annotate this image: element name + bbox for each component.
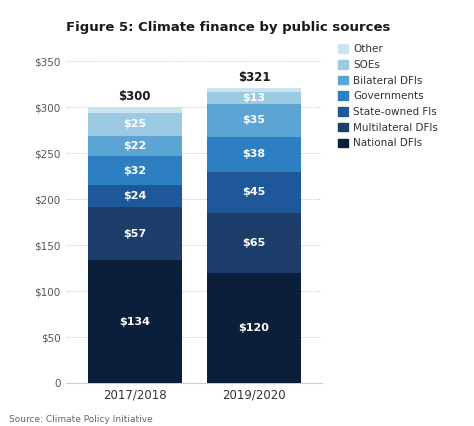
Bar: [207, 137, 301, 172]
Text: $25: $25: [123, 119, 146, 129]
Bar: [207, 104, 301, 137]
Bar: [207, 88, 301, 92]
Text: $32: $32: [123, 166, 146, 176]
Bar: [88, 135, 182, 156]
Bar: [88, 207, 182, 260]
Bar: [88, 185, 182, 207]
Text: $65: $65: [242, 238, 266, 248]
Bar: [88, 260, 182, 383]
Bar: [88, 112, 182, 135]
Text: $24: $24: [123, 191, 146, 201]
Text: $57: $57: [123, 229, 146, 239]
Legend: Other, SOEs, Bilateral DFIs, Governments, State-owned FIs, Multilateral DFIs, Na: Other, SOEs, Bilateral DFIs, Governments…: [335, 41, 441, 152]
Bar: [207, 273, 301, 383]
Text: Figure 5: Climate finance by public sources: Figure 5: Climate finance by public sour…: [66, 21, 391, 35]
Text: $300: $300: [118, 90, 151, 104]
Text: $13: $13: [243, 93, 265, 104]
Bar: [88, 156, 182, 185]
Text: Source: Climate Policy Initiative: Source: Climate Policy Initiative: [9, 415, 153, 424]
Bar: [207, 213, 301, 273]
Text: $45: $45: [242, 187, 266, 197]
Text: $38: $38: [243, 149, 265, 159]
Text: $134: $134: [119, 317, 150, 327]
Bar: [207, 92, 301, 104]
Bar: [88, 107, 182, 112]
Text: $22: $22: [123, 141, 146, 151]
Bar: [207, 172, 301, 213]
Text: $35: $35: [243, 115, 265, 125]
Text: $321: $321: [238, 71, 270, 84]
Text: $120: $120: [238, 323, 270, 333]
